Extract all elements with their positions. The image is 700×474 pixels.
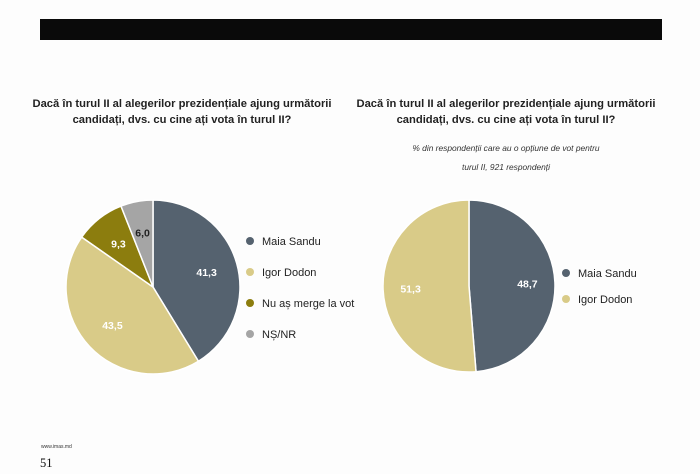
legend-marker-igor-dodon <box>562 295 570 303</box>
pie-slice-igor-dodon <box>65 236 200 375</box>
legend-label-igor-dodon: Igor Dodon <box>262 267 316 279</box>
header-bar <box>40 19 662 40</box>
pie-slice-maia-sandu <box>468 199 556 373</box>
slice-value-label: 43,5 <box>102 320 123 332</box>
footer-url: www.imas.md <box>41 444 72 450</box>
pie-slice-igor-dodon <box>382 199 477 373</box>
slice-value-label: 9,3 <box>111 238 126 250</box>
legend-label-nu-as-merge-la-vot: Nu aș merge la vot <box>262 298 354 310</box>
left-pie-chart: 41,3 Maia Sandu 43,5 Igor Dodon 9,3 Nu aș mer… <box>65 199 354 375</box>
legend-marker-nu-as-merge-la-vot <box>246 299 254 307</box>
slice-value-label: 48,7 <box>517 279 538 291</box>
legend-label-ns-nr: NȘ/NR <box>262 329 296 341</box>
legend-label-maia-sandu: Maia Sandu <box>262 236 321 248</box>
right-chart-subtitle: % din respondenții care au o opțiune de … <box>412 143 600 172</box>
legend-label-igor-dodon: Igor Dodon <box>578 294 632 306</box>
legend-label-maia-sandu: Maia Sandu <box>578 268 637 280</box>
left-chart-title: Dacă în turul II al alegerilor prezidenț… <box>32 98 332 126</box>
slice-value-label: 51,3 <box>400 283 421 295</box>
legend-marker-maia-sandu <box>246 237 254 245</box>
slice-value-label: 41,3 <box>196 267 217 279</box>
legend-marker-maia-sandu <box>562 269 570 277</box>
legend-marker-igor-dodon <box>246 268 254 276</box>
pie-slice-maia-sandu <box>152 199 241 363</box>
right-pie-chart: 48,7 Maia Sandu 51,3 Igor Dodon <box>382 199 637 373</box>
legend-marker-ns-nr <box>246 330 254 338</box>
pie-slice-ns-nr <box>120 199 154 288</box>
right-chart-title: Dacă în turul II al alegerilor prezidenț… <box>356 98 656 126</box>
page-number: 51 <box>40 456 53 470</box>
slice-value-label: 6,0 <box>135 227 150 239</box>
